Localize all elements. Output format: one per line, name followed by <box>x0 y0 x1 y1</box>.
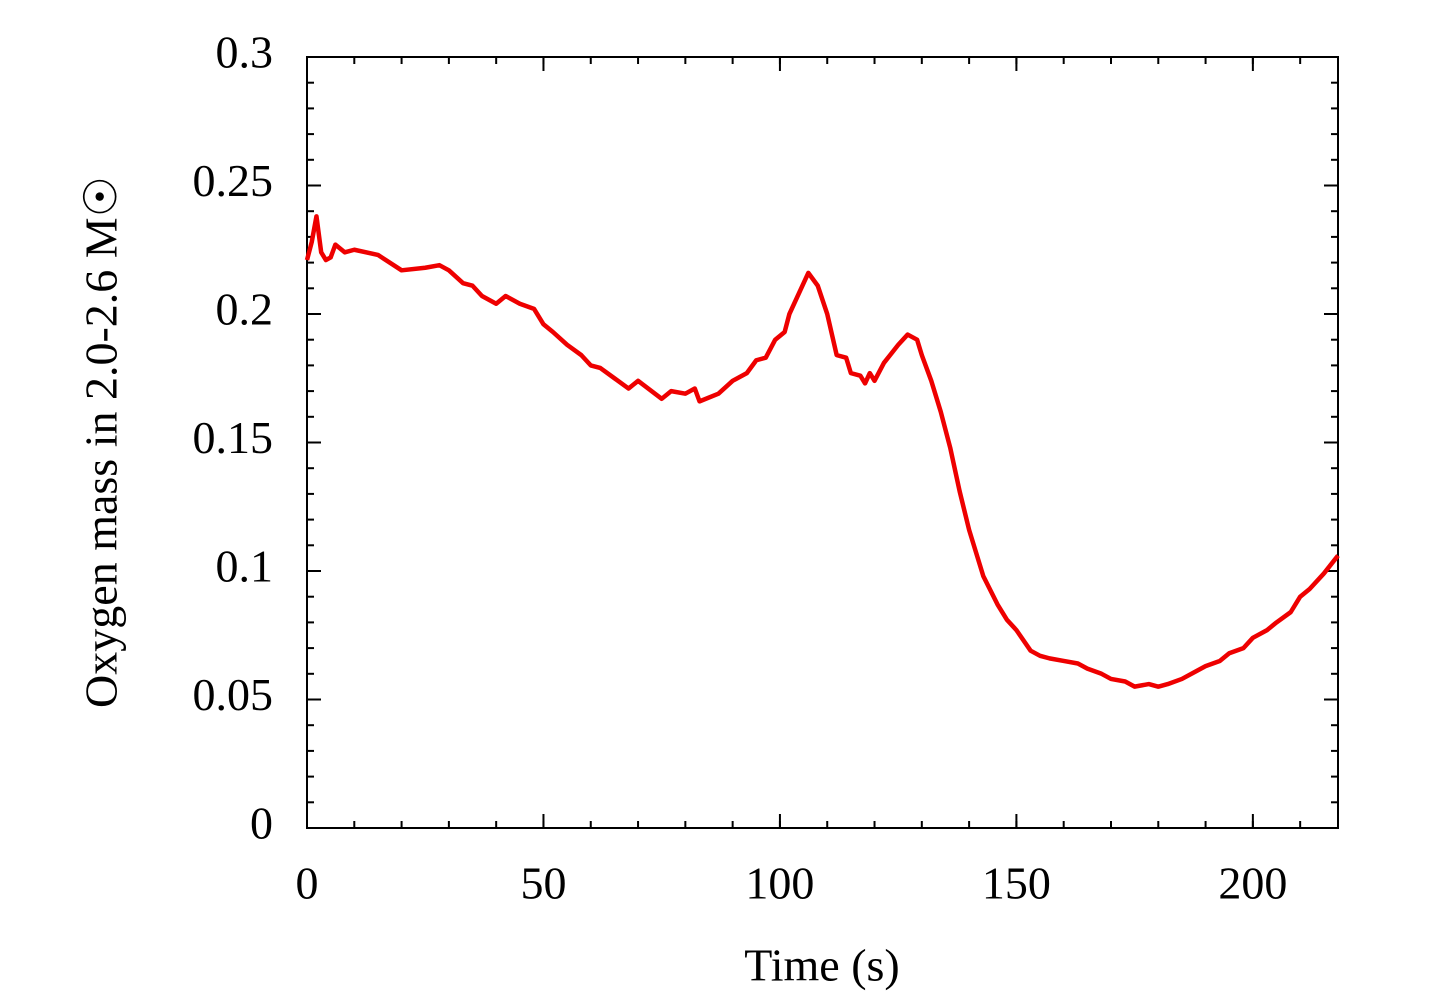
x-tick-label: 0 <box>296 858 319 909</box>
data-line <box>304 214 1340 689</box>
y-tick-label: 0.25 <box>193 155 274 206</box>
y-tick-label: 0.15 <box>193 412 274 463</box>
y-tick-label: 0.3 <box>216 27 274 78</box>
y-tick-label: 0.05 <box>193 669 274 720</box>
y-tick-label: 0 <box>250 798 273 849</box>
x-tick-label: 200 <box>1218 858 1287 909</box>
x-tick-label: 150 <box>982 858 1051 909</box>
x-axis-label: Time (s) <box>744 940 900 991</box>
x-tick-label: 100 <box>745 858 814 909</box>
y-axis-label: Oxygen mass in 2.0-2.6 M☉ <box>76 176 127 708</box>
x-tick-label: 50 <box>520 858 566 909</box>
plot-frame <box>306 56 1339 829</box>
y-tick-label: 0.1 <box>216 541 274 592</box>
y-tick-label: 0.2 <box>216 284 274 335</box>
